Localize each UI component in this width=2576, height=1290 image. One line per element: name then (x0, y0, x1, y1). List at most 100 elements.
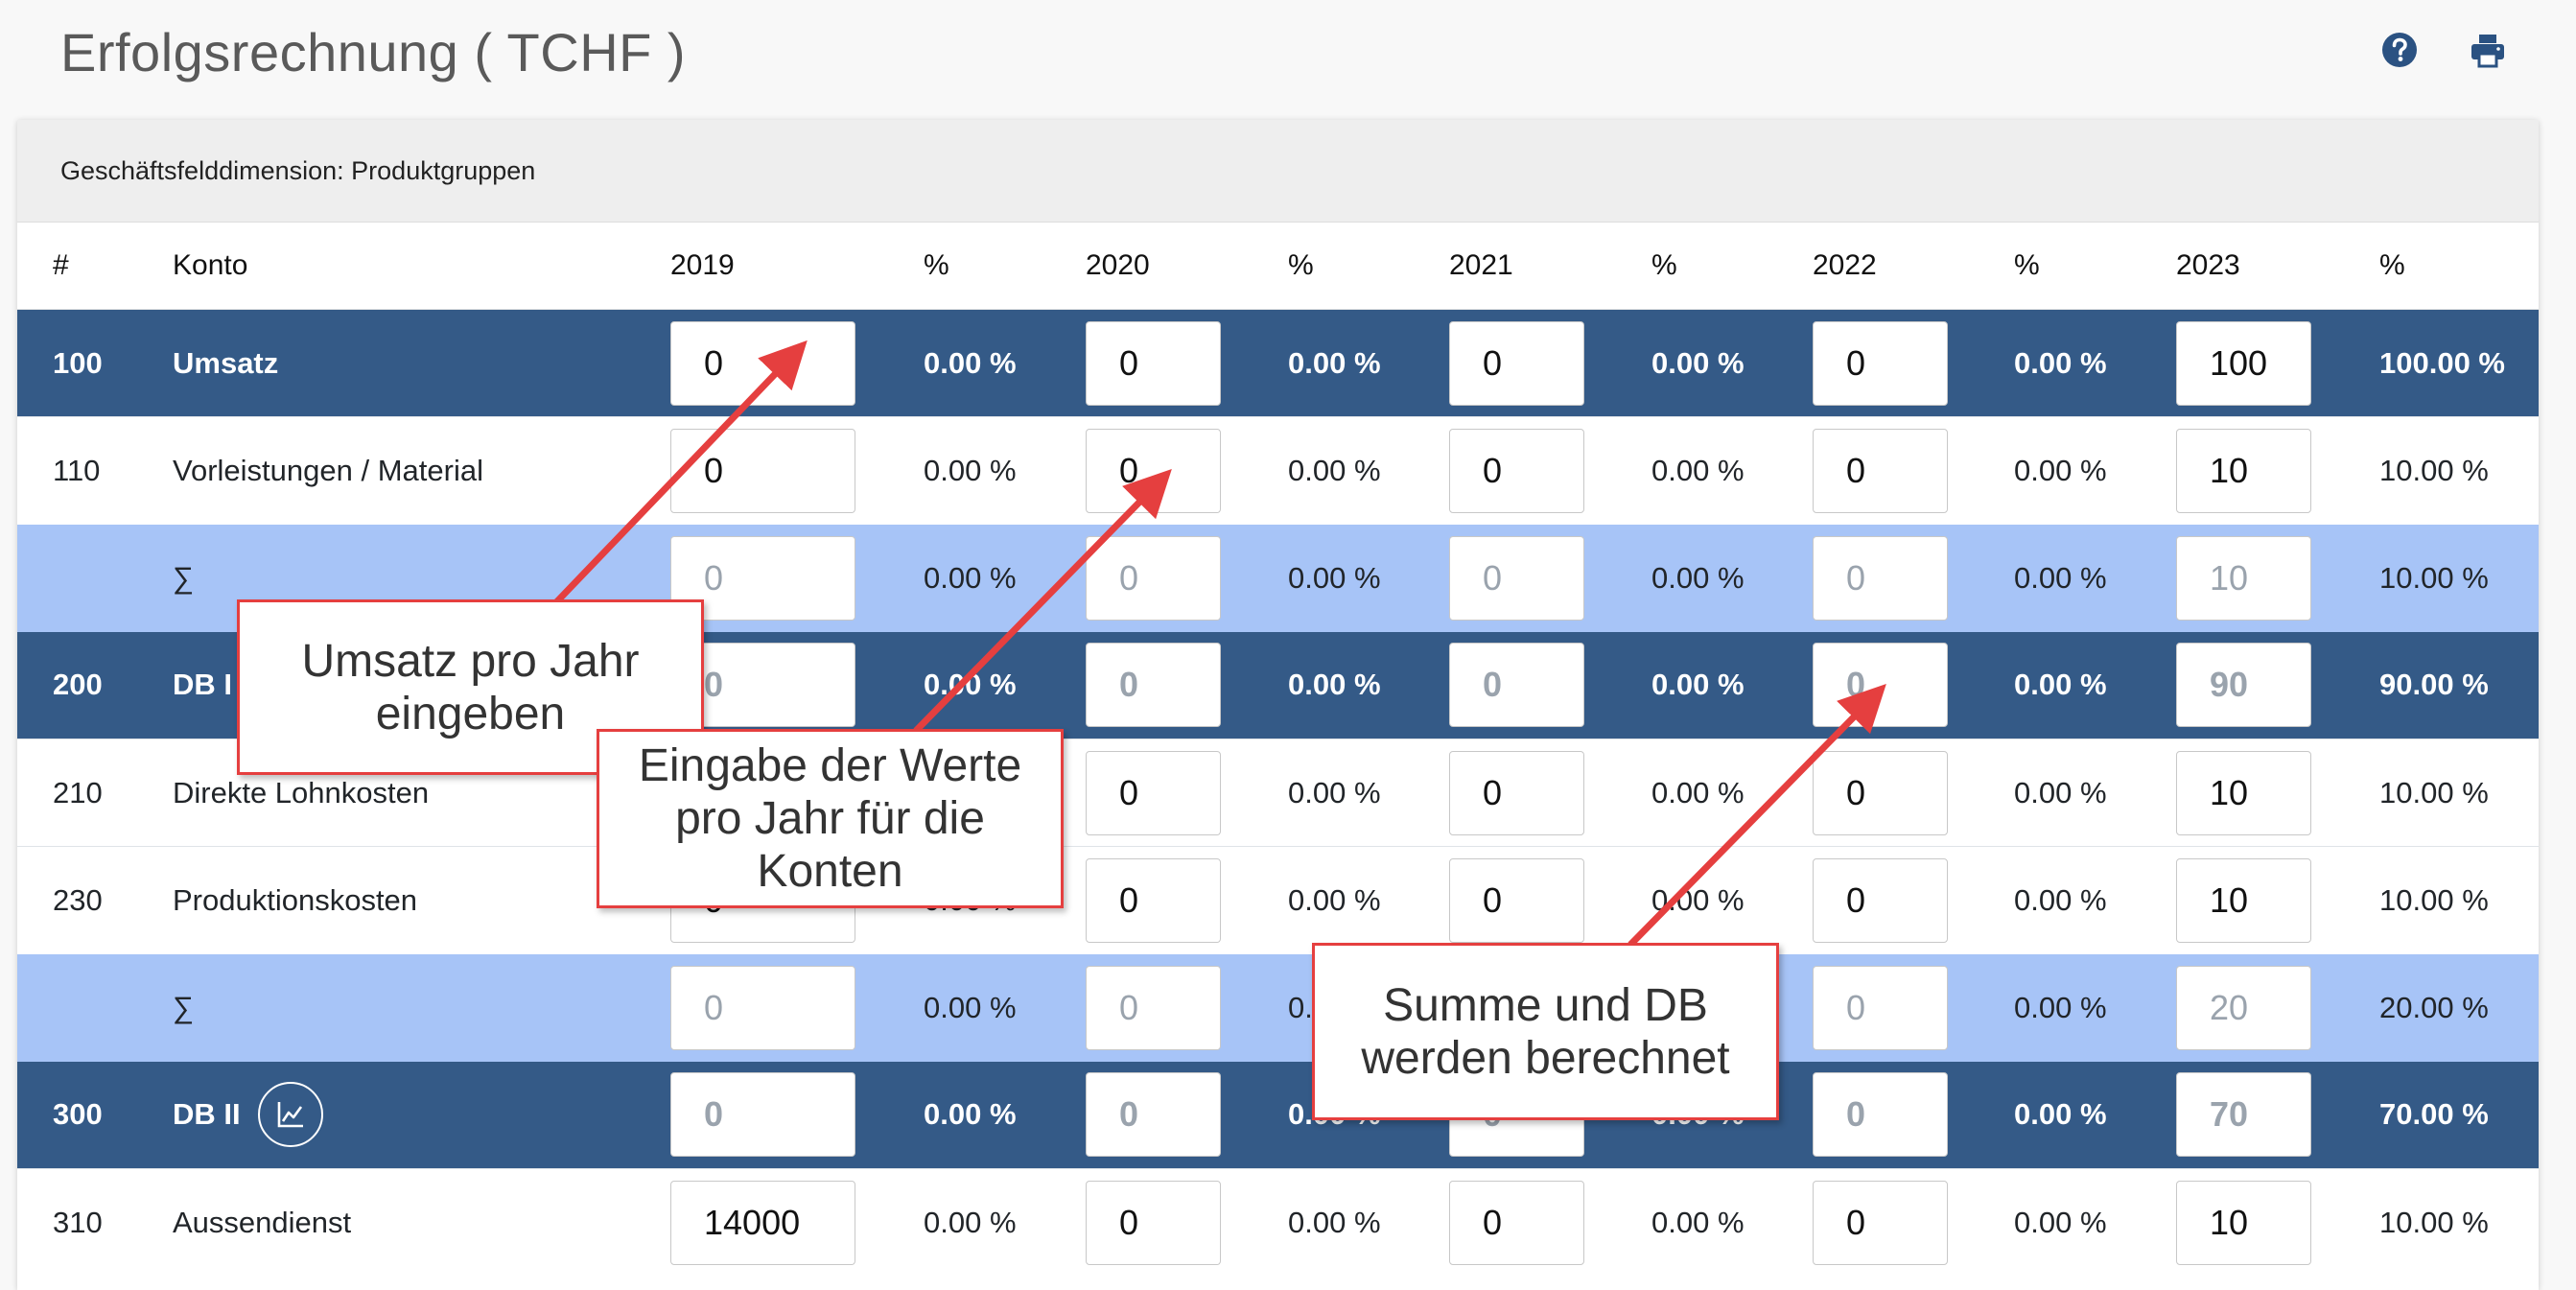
value-input[interactable] (2176, 320, 2311, 406)
value-input[interactable] (1449, 1180, 1584, 1265)
computed-value-input[interactable] (2176, 643, 2311, 728)
value-input[interactable] (2176, 857, 2311, 943)
value-input[interactable] (1813, 428, 1948, 513)
printer-icon[interactable] (2467, 29, 2509, 71)
card-header: Geschäftsfelddimension: Produktgruppen (17, 120, 2539, 223)
computed-value-input[interactable] (2176, 535, 2311, 621)
question-circle-icon[interactable] (2378, 29, 2421, 71)
value-cell (1086, 1168, 1288, 1277)
value-cell (1086, 632, 1288, 739)
computed-value-input[interactable] (2176, 965, 2311, 1050)
computed-value-input[interactable] (1086, 643, 1221, 728)
percent-value: 70.00 % (2379, 1097, 2489, 1132)
account-name: Umsatz (173, 345, 279, 380)
account-name: ∑ (173, 990, 195, 1024)
account-name: ∑ (173, 560, 195, 595)
column-header: 2020 (1086, 223, 1288, 310)
value-input[interactable] (1086, 320, 1221, 406)
table-header-row: # Konto 2019% 2020% 2021% 2022% 2023% (17, 223, 2539, 310)
value-input[interactable] (2176, 428, 2311, 513)
value-input[interactable] (2176, 1180, 2311, 1265)
percent-value: 20.00 % (2379, 990, 2489, 1024)
computed-value-input[interactable] (1086, 535, 1221, 621)
value-cell (1449, 416, 1651, 525)
value-input[interactable] (1086, 857, 1221, 943)
account-number (17, 525, 173, 632)
value-input[interactable] (670, 428, 855, 513)
value-cell (1813, 846, 2014, 954)
account-number: 300 (53, 1097, 103, 1132)
callout-summe: Summe und DB werden berechnet (1312, 943, 1779, 1120)
value-input[interactable] (1086, 428, 1221, 513)
computed-value-input[interactable] (1449, 535, 1584, 621)
value-cell (2176, 739, 2379, 847)
value-input[interactable] (1813, 857, 1948, 943)
value-input[interactable] (1449, 428, 1584, 513)
value-input[interactable] (1813, 750, 1948, 835)
computed-value-input[interactable] (1086, 1072, 1221, 1158)
account-cell: DB II (173, 1062, 670, 1169)
percent-value: 0.00 % (1288, 668, 1381, 702)
value-input[interactable] (1813, 320, 1948, 406)
column-header: % (2014, 223, 2176, 310)
computed-value-input[interactable] (1813, 643, 1948, 728)
value-input[interactable] (1449, 320, 1584, 406)
account-cell: ∑ (173, 525, 670, 632)
percent-value: 0.00 % (1288, 1168, 1449, 1277)
column-header: % (1288, 223, 1449, 310)
value-cell (1086, 739, 1288, 847)
account-name: Aussendienst (173, 1205, 352, 1239)
percent-value: 0.00 % (2014, 345, 2107, 380)
account-number (17, 954, 173, 1062)
percent-value: 0.00 % (924, 1168, 1086, 1277)
value-cell (670, 416, 924, 525)
value-input[interactable] (670, 1180, 855, 1265)
value-input[interactable] (1449, 857, 1584, 943)
computed-value-input[interactable] (1449, 643, 1584, 728)
column-header: % (1651, 223, 1813, 310)
line-chart-icon[interactable] (257, 1082, 323, 1148)
value-cell (1086, 525, 1288, 632)
table-row: 100 Umsatz 0.00 % 0.00 % 0.00 % 0.00 % 100.00 … (17, 309, 2539, 417)
computed-value-input[interactable] (1813, 1072, 1948, 1158)
column-header: 2023 (2176, 223, 2379, 310)
account-name: Produktionskosten (173, 882, 418, 917)
column-header: 2021 (1449, 223, 1651, 310)
percent-value: 0.00 % (2014, 668, 2107, 702)
account-number: 100 (53, 345, 103, 380)
value-input[interactable] (1086, 1180, 1221, 1265)
value-cell (1813, 1168, 2014, 1277)
account-number: 230 (17, 846, 173, 954)
value-input[interactable] (2176, 750, 2311, 835)
value-input[interactable] (670, 320, 855, 406)
account-cell: Aussendienst (173, 1168, 670, 1277)
percent-value: 0.00 % (1288, 739, 1449, 847)
computed-value-input[interactable] (1813, 965, 1948, 1050)
percent-value: 10.00 % (2379, 416, 2539, 525)
value-cell (1449, 1168, 1651, 1277)
percent-value: 0.00 % (924, 1097, 1017, 1132)
computed-value-input[interactable] (2176, 1072, 2311, 1158)
value-cell (2176, 846, 2379, 954)
percent-value: 0.00 % (2014, 990, 2107, 1024)
computed-value-input[interactable] (1086, 965, 1221, 1050)
percent-value: 0.00 % (924, 668, 1017, 702)
value-input[interactable] (1813, 1180, 1948, 1265)
value-cell (670, 1168, 924, 1277)
percent-value: 0.00 % (1651, 416, 1813, 525)
computed-value-input[interactable] (670, 1072, 855, 1158)
percent-value: 0.00 % (2014, 416, 2176, 525)
computed-value-input[interactable] (670, 965, 855, 1050)
income-statement-card: Geschäftsfelddimension: Produktgruppen #… (17, 120, 2539, 1290)
column-header: % (2379, 223, 2539, 310)
value-input[interactable] (1449, 750, 1584, 835)
computed-value-input[interactable] (1813, 535, 1948, 621)
value-cell (2176, 632, 2379, 739)
value-input[interactable] (1086, 750, 1221, 835)
value-cell (1449, 525, 1651, 632)
account-cell: Umsatz (173, 310, 670, 417)
percent-value: 0.00 % (1288, 345, 1381, 380)
